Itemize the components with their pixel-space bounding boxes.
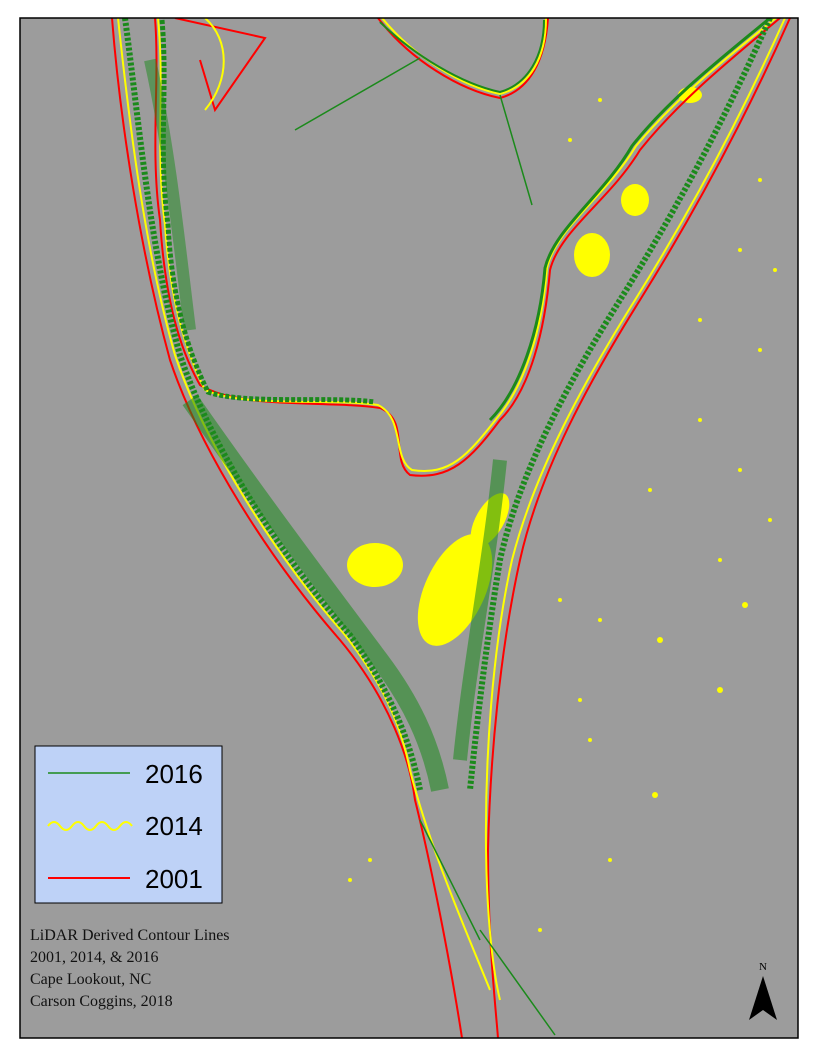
- legend: 2016 2014 2001: [34, 745, 223, 904]
- north-arrow-right: [763, 976, 777, 1020]
- legend-label: 2016: [145, 759, 203, 789]
- legend-box: [34, 745, 223, 904]
- contours-2014: [117, 18, 786, 1001]
- legend-swatch: [47, 821, 133, 831]
- contours: [111, 18, 791, 1038]
- caption-line: LiDAR Derived Contour Lines: [30, 927, 230, 944]
- shoal-marks: [348, 98, 777, 932]
- north-label: N: [759, 961, 767, 973]
- contours-2016: [122, 18, 773, 1036]
- legend-label: 2001: [145, 864, 203, 894]
- contours-2001: [111, 18, 791, 1038]
- map-frame: [19, 17, 799, 1039]
- caption-line: Carson Coggins, 2018: [30, 993, 173, 1010]
- north-arrow-left: [749, 976, 763, 1020]
- caption: LiDAR Derived Contour Lines 2001, 2014, …: [30, 927, 230, 1010]
- north-arrow: N: [749, 961, 777, 1020]
- caption-line: 2001, 2014, & 2016: [30, 949, 158, 966]
- caption-line: Cape Lookout, NC: [30, 971, 151, 988]
- legend-label: 2014: [145, 811, 203, 841]
